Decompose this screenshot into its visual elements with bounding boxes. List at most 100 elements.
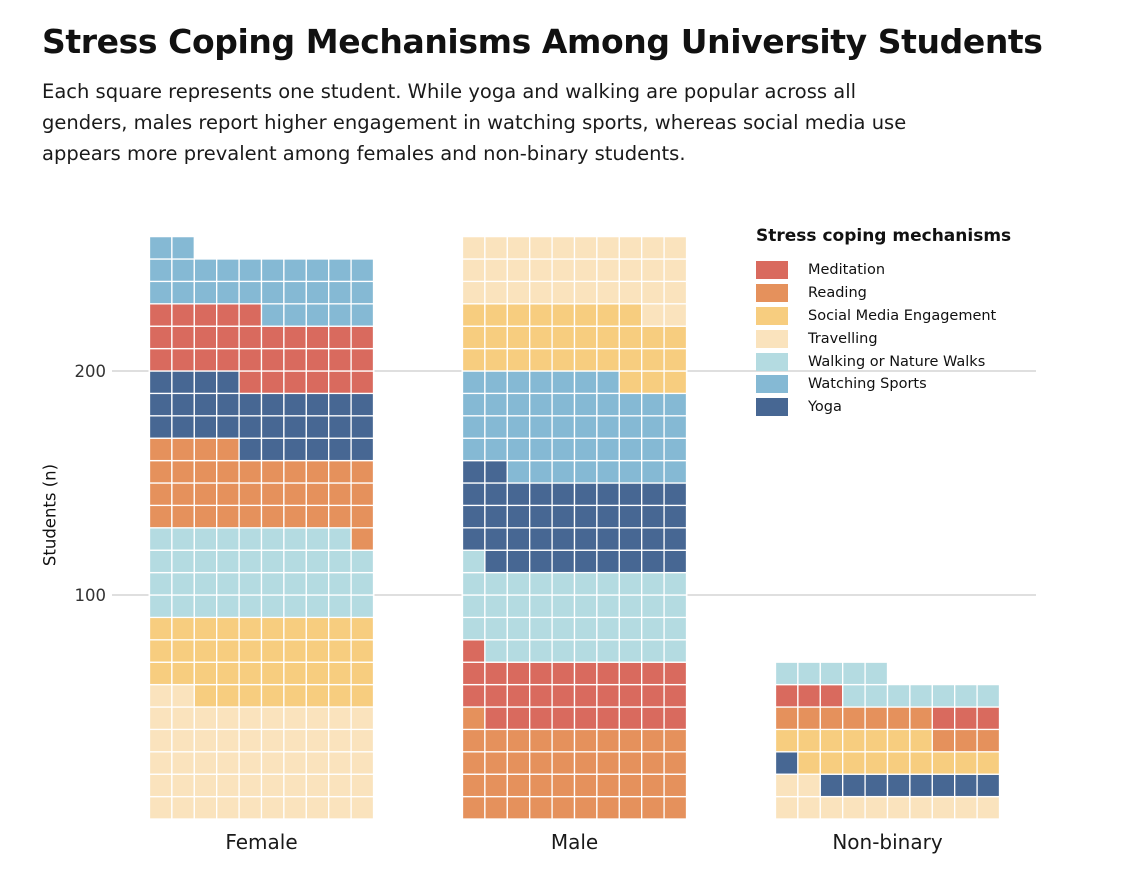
square-travelling (663, 280, 688, 305)
square-watching-sports (260, 303, 285, 327)
square-watching-sports (506, 392, 531, 417)
square-walking-or-nature-walks (641, 639, 665, 663)
square-social-media-engagement (506, 347, 531, 372)
square-reading (283, 459, 307, 484)
square-reading (461, 728, 486, 753)
square-reading (506, 773, 531, 798)
square-reading (529, 751, 553, 775)
square-walking-or-nature-walks (193, 594, 218, 619)
square-walking-or-nature-walks (618, 616, 643, 641)
legend-items: Meditation Reading Social Media Engagement… (756, 259, 1011, 419)
square-reading (573, 728, 598, 753)
square-walking-or-nature-walks (461, 616, 486, 641)
square-travelling (171, 773, 195, 798)
square-yoga (663, 482, 688, 507)
square-reading (461, 751, 486, 775)
square-watching-sports (484, 437, 508, 462)
square-walking-or-nature-walks (909, 683, 933, 708)
square-yoga (461, 504, 486, 529)
square-travelling (596, 235, 620, 260)
square-reading (551, 795, 576, 820)
square-meditation (551, 706, 576, 731)
square-travelling (216, 795, 240, 820)
square-yoga (484, 459, 508, 484)
square-meditation (171, 303, 195, 327)
square-meditation (216, 303, 240, 327)
square-travelling (305, 706, 330, 731)
square-yoga (641, 504, 665, 529)
square-watching-sports (529, 459, 553, 484)
square-social-media-engagement (216, 661, 240, 686)
square-social-media-engagement (886, 728, 911, 753)
square-reading (350, 459, 375, 484)
square-meditation (641, 661, 665, 686)
square-meditation (663, 683, 688, 708)
square-yoga (461, 482, 486, 507)
x-tick-label-non-binary: Non-binary (832, 830, 942, 854)
square-travelling (931, 795, 956, 820)
square-watching-sports (618, 415, 643, 439)
square-reading (238, 459, 263, 484)
square-watching-sports (573, 459, 598, 484)
x-tick-label-male: Male (551, 830, 598, 854)
square-travelling (328, 773, 352, 798)
square-reading (618, 773, 643, 798)
square-travelling (193, 773, 218, 798)
square-yoga (350, 415, 375, 439)
square-walking-or-nature-walks (328, 527, 352, 551)
square-watching-sports (328, 258, 352, 283)
square-social-media-engagement (283, 616, 307, 641)
square-social-media-engagement (171, 639, 195, 663)
square-travelling (193, 795, 218, 820)
square-reading (305, 459, 330, 484)
square-social-media-engagement (283, 639, 307, 663)
square-travelling (171, 751, 195, 775)
square-yoga (283, 392, 307, 417)
square-reading (350, 527, 375, 551)
square-reading (171, 482, 195, 507)
square-travelling (842, 795, 866, 820)
square-yoga (216, 370, 240, 395)
square-walking-or-nature-walks (305, 527, 330, 551)
square-meditation (529, 661, 553, 686)
square-watching-sports (551, 415, 576, 439)
square-watching-sports (328, 280, 352, 305)
square-travelling (328, 795, 352, 820)
square-yoga (506, 549, 531, 574)
square-travelling (238, 706, 263, 731)
square-walking-or-nature-walks (864, 683, 889, 708)
square-social-media-engagement (641, 347, 665, 372)
y-axis-label: Students (n) (40, 463, 60, 567)
square-watching-sports (216, 258, 240, 283)
square-meditation (506, 683, 531, 708)
square-yoga (551, 504, 576, 529)
square-reading (260, 459, 285, 484)
square-yoga (305, 415, 330, 439)
square-reading (461, 773, 486, 798)
legend-label: Travelling (808, 330, 878, 347)
legend-item-reading: Reading (756, 282, 1011, 305)
square-meditation (171, 347, 195, 372)
square-watching-sports (484, 370, 508, 395)
square-yoga (573, 527, 598, 551)
square-watching-sports (193, 258, 218, 283)
square-meditation (618, 706, 643, 731)
legend-swatch (756, 375, 788, 394)
square-travelling (216, 728, 240, 753)
square-reading (484, 773, 508, 798)
square-walking-or-nature-walks (618, 639, 643, 663)
square-travelling (461, 280, 486, 305)
square-travelling (283, 728, 307, 753)
square-reading (484, 751, 508, 775)
square-social-media-engagement (238, 639, 263, 663)
legend-swatch (756, 284, 788, 303)
square-social-media-engagement (260, 616, 285, 641)
square-reading (618, 751, 643, 775)
square-travelling (216, 706, 240, 731)
square-walking-or-nature-walks (283, 527, 307, 551)
square-social-media-engagement (842, 751, 866, 775)
square-travelling (171, 728, 195, 753)
square-social-media-engagement (171, 661, 195, 686)
square-reading (663, 795, 688, 820)
square-travelling (618, 258, 643, 283)
